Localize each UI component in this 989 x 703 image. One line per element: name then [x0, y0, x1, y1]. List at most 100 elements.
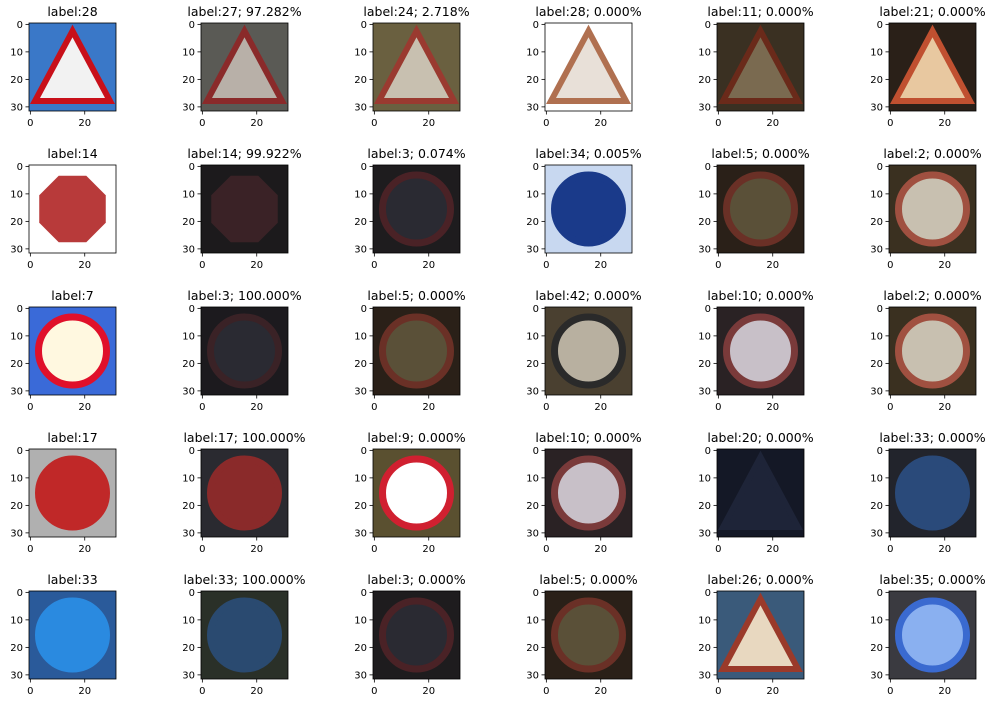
y-tick-label: 30	[526, 102, 539, 113]
image-frame	[716, 590, 805, 680]
y-tick-label: 10	[354, 47, 367, 58]
y-tick-label: 30	[526, 528, 539, 539]
sign	[551, 171, 626, 247]
y-tick-label: 10	[698, 189, 711, 200]
y-tick-label: 20	[10, 75, 23, 86]
y-tick-label: 0	[533, 304, 539, 315]
x-tick-label: 20	[422, 402, 435, 413]
y-tick-label: 20	[354, 359, 367, 370]
y-tick-label: 20	[870, 643, 883, 654]
image-frame	[544, 164, 633, 254]
x-tick-label: 0	[199, 686, 205, 697]
x-tick-label: 0	[27, 686, 33, 697]
x-tick-label: 0	[715, 686, 721, 697]
sign	[35, 455, 110, 531]
y-tick-label: 20	[870, 359, 883, 370]
subplot-title: label:10; 0.000%	[707, 288, 813, 303]
subplot-title: label:3; 0.074%	[367, 146, 465, 161]
subplot-title: label:27; 97.282%	[187, 4, 301, 19]
y-tick-label: 10	[870, 331, 883, 342]
x-tick-label: 20	[422, 118, 435, 129]
image-frame	[544, 590, 633, 680]
x-tick-label: 20	[938, 544, 951, 555]
y-tick-label: 20	[354, 643, 367, 654]
x-tick-label: 0	[199, 118, 205, 129]
y-tick-label: 0	[189, 588, 195, 599]
y-tick-label: 20	[354, 75, 367, 86]
x-tick-label: 0	[371, 260, 377, 271]
x-tick-label: 0	[27, 544, 33, 555]
subplot-title: label:2; 0.000%	[883, 288, 981, 303]
y-tick-label: 20	[698, 501, 711, 512]
sign	[889, 24, 976, 104]
x-tick-label: 20	[594, 544, 607, 555]
subplot-title: label:5; 0.000%	[367, 288, 465, 303]
y-tick-label: 0	[17, 162, 23, 173]
x-tick-label: 0	[199, 544, 205, 555]
x-tick-label: 20	[594, 686, 607, 697]
x-tick-label: 20	[422, 260, 435, 271]
y-tick-label: 0	[189, 446, 195, 457]
y-tick-label: 0	[17, 304, 23, 315]
y-tick-label: 30	[182, 528, 195, 539]
subplot-title: label:7	[51, 288, 93, 303]
sign	[35, 313, 110, 389]
subplot: label:17 0 10 20 30 0 20	[10, 430, 117, 555]
subplot-title: label:3; 100.000%	[187, 288, 301, 303]
y-tick-label: 30	[182, 244, 195, 255]
y-tick-label: 0	[533, 588, 539, 599]
subplot-title: label:9; 0.000%	[367, 430, 465, 445]
y-tick-label: 30	[870, 528, 883, 539]
sign	[723, 171, 798, 247]
subplot-title: label:33	[47, 572, 97, 587]
y-tick-label: 30	[182, 386, 195, 397]
y-tick-label: 20	[182, 217, 195, 228]
subplot-title: label:33; 100.000%	[183, 572, 305, 587]
y-tick-label: 30	[354, 244, 367, 255]
x-tick-label: 0	[199, 402, 205, 413]
image-frame	[28, 590, 117, 680]
x-tick-label: 0	[715, 118, 721, 129]
y-tick-label: 20	[526, 359, 539, 370]
x-tick-label: 20	[78, 686, 91, 697]
y-tick-label: 0	[189, 20, 195, 31]
y-tick-label: 0	[17, 20, 23, 31]
y-tick-label: 0	[705, 162, 711, 173]
image-frame	[28, 164, 117, 254]
sign	[207, 597, 282, 673]
x-tick-label: 0	[543, 686, 549, 697]
y-tick-label: 30	[182, 670, 195, 681]
sign	[895, 171, 970, 247]
sign	[35, 597, 110, 673]
subplot-title: label:5; 0.000%	[539, 572, 637, 587]
y-tick-label: 0	[533, 162, 539, 173]
y-tick-label: 10	[698, 615, 711, 626]
y-tick-label: 10	[10, 615, 23, 626]
sign	[895, 455, 970, 531]
x-tick-label: 20	[938, 260, 951, 271]
y-tick-label: 0	[361, 20, 367, 31]
image-frame	[716, 448, 805, 538]
y-tick-label: 10	[870, 47, 883, 58]
y-tick-label: 30	[526, 386, 539, 397]
y-tick-label: 20	[870, 217, 883, 228]
x-tick-label: 20	[422, 686, 435, 697]
sign	[373, 24, 460, 104]
sign	[207, 313, 282, 389]
y-tick-label: 10	[698, 47, 711, 58]
x-tick-label: 20	[594, 118, 607, 129]
y-tick-label: 0	[877, 304, 883, 315]
y-tick-label: 10	[10, 473, 23, 484]
image-frame	[28, 306, 117, 396]
subplot: label:7 0 10 20 30 0 20	[10, 288, 117, 413]
subplot-title: label:11; 0.000%	[707, 4, 813, 19]
